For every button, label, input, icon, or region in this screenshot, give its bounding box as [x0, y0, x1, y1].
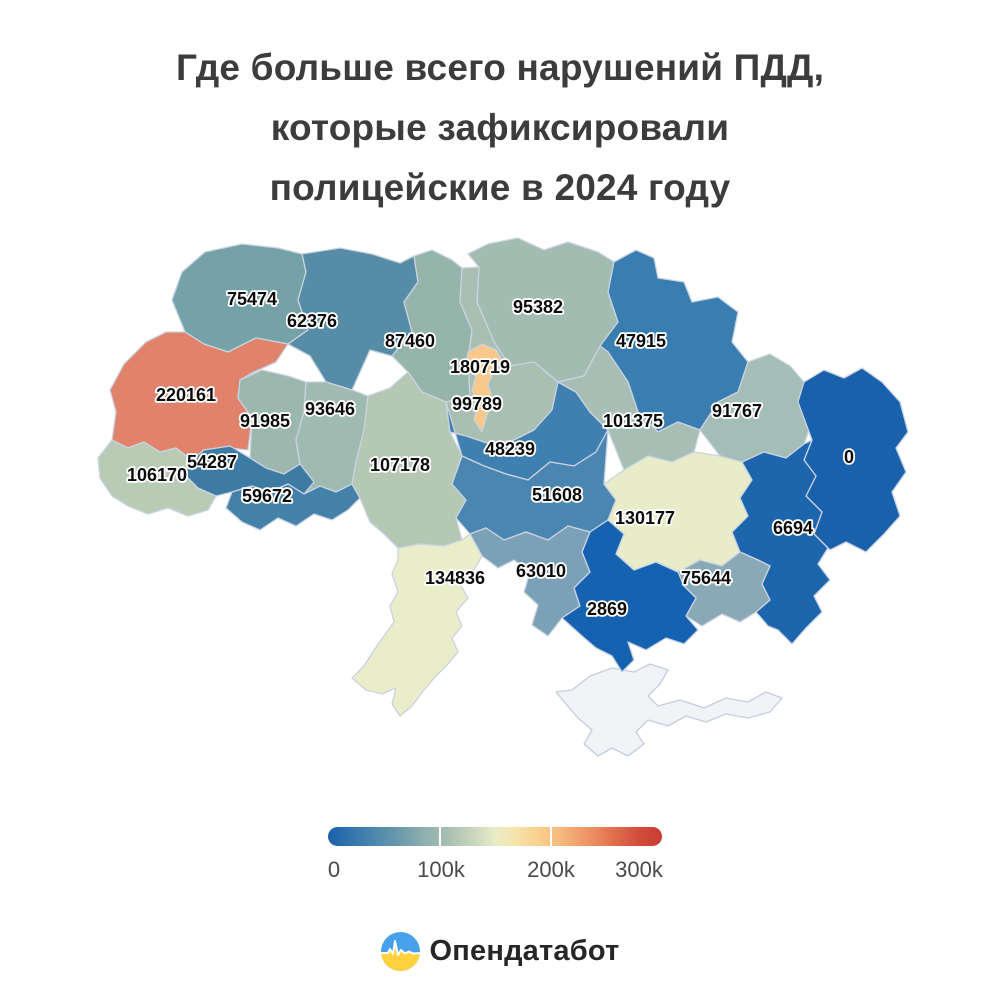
region-value-label-odesa: 134836	[425, 568, 485, 588]
region-value-label-kherson: 2869	[587, 599, 627, 619]
region-kherson	[561, 519, 699, 673]
region-crimea	[555, 663, 783, 757]
region-value-label-kyiv-oblast: 99789	[452, 394, 502, 414]
region-value-label-dnipro: 130177	[615, 508, 675, 528]
region-chernivtsi	[225, 483, 361, 531]
region-value-label-cherkasy: 48239	[485, 439, 535, 459]
region-value-label-zakarpattia: 106170	[127, 465, 187, 485]
region-value-label-donetsk: 6694	[773, 518, 813, 538]
region-value-label-chernihiv: 95382	[513, 297, 563, 317]
region-value-label-rivne: 62376	[287, 311, 337, 331]
region-odesa	[351, 533, 483, 717]
region-value-label-kharkiv: 91767	[712, 401, 762, 421]
region-value-label-kyiv-city: 180719	[450, 357, 510, 377]
region-value-label-sumy: 47915	[616, 331, 666, 351]
legend-tick-divider	[550, 827, 552, 846]
region-value-label-chernivtsi: 59672	[242, 486, 292, 506]
region-rivne	[287, 247, 419, 391]
region-value-label-luhansk: 0	[844, 447, 854, 467]
legend-label-200k: 200k	[527, 857, 575, 882]
region-value-label-khmelnytskyi: 93646	[305, 399, 355, 419]
region-value-label-vinnytsia: 107178	[370, 455, 430, 475]
brand-name: Опендатабот	[429, 934, 620, 967]
chart-title-line-3: полицейские в 2024 году	[269, 167, 731, 208]
region-donetsk	[731, 439, 831, 645]
legend-gradient-bar	[328, 827, 662, 846]
region-value-label-zaporizhzhia: 75644	[681, 568, 731, 588]
chart-title-line-2: которые зафиксировали	[270, 107, 730, 148]
region-value-label-zhytomyr: 87460	[385, 331, 435, 351]
legend-label-300k: 300k	[615, 857, 663, 882]
region-value-label-ivano-frankivsk: 54287	[187, 452, 237, 472]
legend-tick-divider	[439, 827, 441, 846]
region-value-label-poltava: 101375	[603, 411, 663, 431]
footer-branding: Опендатабот	[0, 929, 1000, 973]
chart-title-line-1: Где больше всего нарушений ПДД,	[175, 47, 825, 88]
region-value-label-kirovohrad: 51608	[532, 485, 582, 505]
region-value-label-ternopil: 91985	[240, 411, 290, 431]
region-value-label-mykolaiv: 63010	[516, 561, 566, 581]
legend-label-100k: 100k	[417, 857, 465, 882]
region-value-label-lviv: 220161	[156, 385, 216, 405]
opendatabot-logo-icon	[380, 931, 420, 971]
region-kyiv-city	[465, 343, 503, 433]
chart-title: Где больше всего нарушений ПДД, которые …	[0, 38, 1000, 218]
region-value-label-volyn: 75474	[227, 289, 277, 309]
legend-label-0: 0	[327, 857, 341, 882]
